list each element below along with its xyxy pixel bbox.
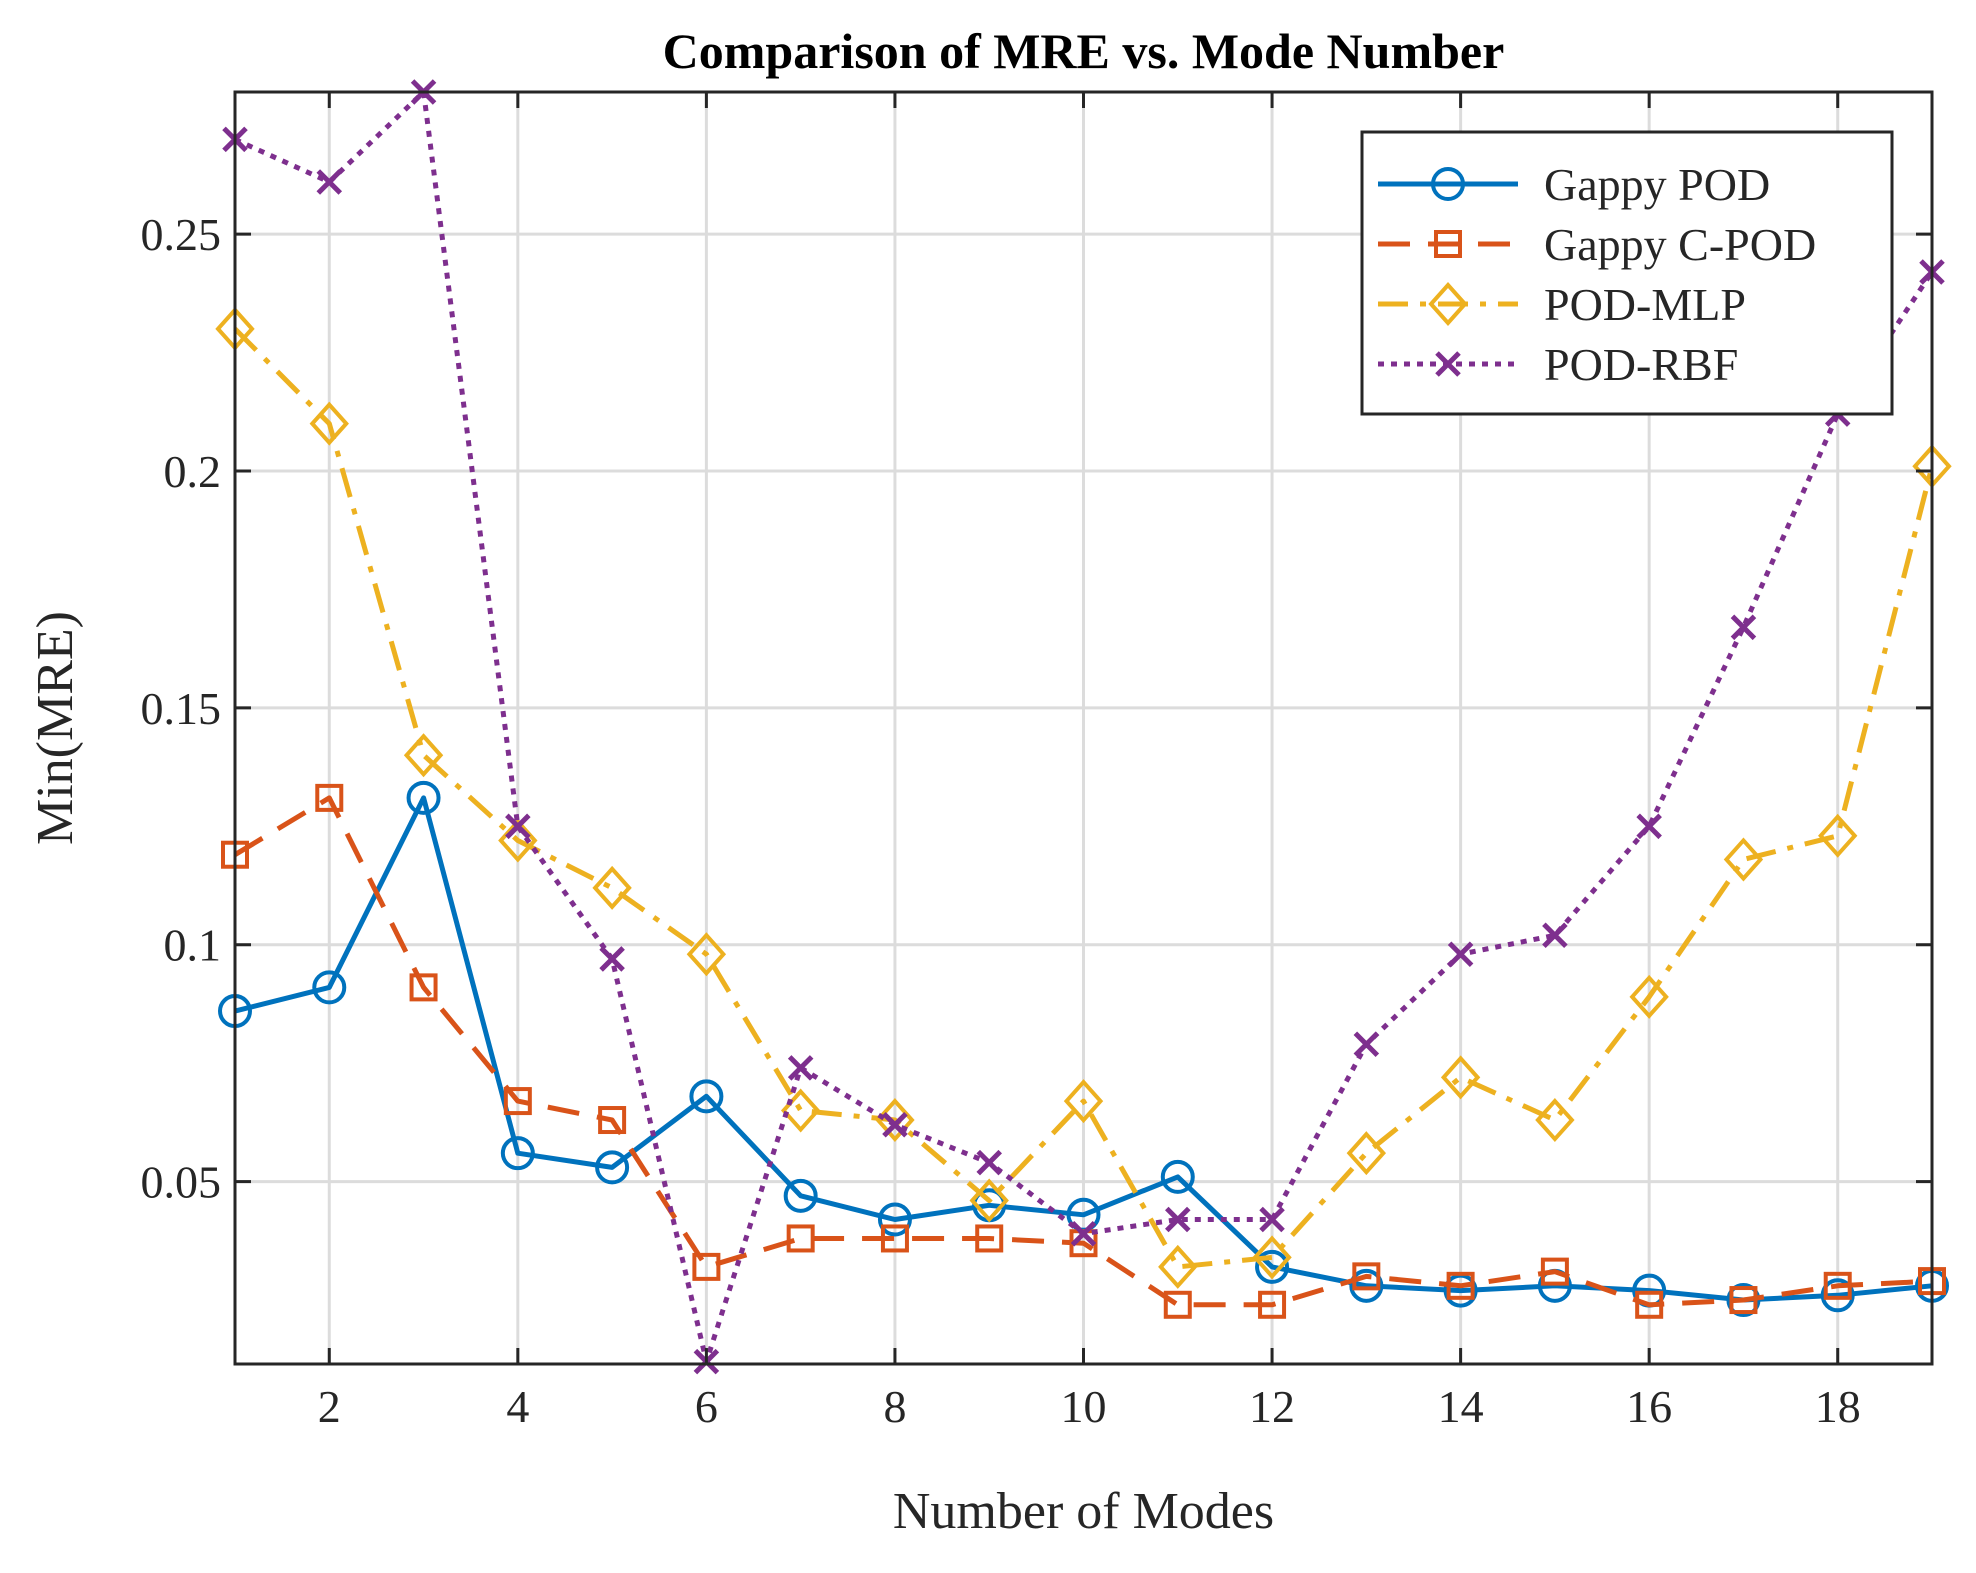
data-point-pod-rbf <box>1259 1206 1285 1233</box>
data-point-gappy-c-pod <box>692 1252 721 1281</box>
legend-item-gappy-c-pod: Gappy C-POD <box>1378 219 1816 270</box>
data-point-pod-mlp <box>1063 1079 1104 1124</box>
data-point-gappy-c-pod <box>786 1224 815 1253</box>
data-point-gappy-c-pod <box>1446 1271 1475 1300</box>
x-tick-label: 16 <box>1626 1381 1672 1432</box>
data-point-gappy-pod <box>689 1079 724 1114</box>
legend-label-pod-rbf: POD-RBF <box>1544 339 1738 390</box>
legend-marker-pod-mlp <box>1428 282 1468 326</box>
y-tick-label: 0.25 <box>141 209 222 260</box>
data-point-gappy-pod <box>1160 1159 1195 1194</box>
x-axis-label: Number of Modes <box>893 1483 1274 1540</box>
data-point-pod-mlp <box>592 865 632 910</box>
data-point-pod-mlp <box>875 1098 915 1143</box>
y-tick-label: 0.1 <box>164 920 222 971</box>
data-point-pod-mlp <box>1818 813 1858 858</box>
data-point-pod-mlp <box>1158 1244 1198 1289</box>
legend: Gappy POD Gappy C-POD POD-MLP POD-RBF <box>1360 130 1894 416</box>
series-line-gappy-c-pod <box>233 795 1933 1308</box>
series-line-pod-mlp <box>233 327 1935 1270</box>
data-point-pod-mlp <box>686 932 727 977</box>
data-point-pod-rbf <box>505 813 531 840</box>
legend-item-pod-mlp: POD-MLP <box>1378 279 1746 330</box>
y-tick-label: 0.2 <box>164 446 222 497</box>
data-point-pod-rbf <box>976 1149 1002 1176</box>
data-point-pod-mlp <box>1346 1131 1387 1176</box>
data-point-pod-rbf <box>1165 1206 1191 1233</box>
data-point-gappy-c-pod <box>503 1087 532 1116</box>
data-point-pod-mlp <box>1252 1235 1292 1280</box>
data-point-gappy-pod <box>783 1178 818 1213</box>
x-tick-label: 18 <box>1815 1381 1861 1432</box>
data-point-gappy-c-pod <box>1352 1262 1381 1291</box>
series-line-gappy-pod <box>234 795 1933 1303</box>
legend-marker-gappy-c-pod <box>1434 230 1462 258</box>
y-axis-label: Min(MRE) <box>27 611 84 845</box>
data-point-pod-rbf <box>1636 813 1662 840</box>
data-point-gappy-c-pod <box>1258 1290 1287 1319</box>
legend-label-pod-mlp: POD-MLP <box>1544 279 1746 330</box>
data-point-pod-rbf <box>1730 614 1757 641</box>
data-point-gappy-pod <box>312 970 347 1005</box>
x-tick-label: 10 <box>1061 1381 1107 1432</box>
data-point-gappy-c-pod <box>975 1224 1004 1253</box>
x-tick-label: 12 <box>1249 1381 1295 1432</box>
series-gappy-c-pod <box>221 783 1946 1319</box>
legend-item-pod-rbf: POD-RBF <box>1378 339 1738 390</box>
data-point-pod-rbf <box>1542 922 1568 949</box>
data-point-gappy-pod <box>500 1136 535 1171</box>
data-point-gappy-pod <box>877 1202 912 1237</box>
data-point-gappy-c-pod <box>880 1224 909 1253</box>
data-point-pod-mlp <box>1535 1098 1575 1143</box>
data-point-gappy-c-pod <box>1163 1290 1192 1319</box>
series-layer <box>215 79 1952 1375</box>
data-point-gappy-c-pod <box>315 783 344 812</box>
data-point-gappy-pod <box>1820 1278 1855 1313</box>
data-point-gappy-c-pod <box>1823 1271 1852 1300</box>
x-tick-label: 8 <box>883 1381 906 1432</box>
data-point-pod-rbf <box>599 946 625 972</box>
data-point-pod-rbf <box>1447 941 1474 967</box>
data-point-gappy-c-pod <box>598 1106 627 1135</box>
legend-marker-gappy-pod <box>1431 167 1465 201</box>
data-point-pod-mlp <box>309 401 349 446</box>
data-point-gappy-pod <box>1349 1268 1384 1303</box>
data-point-pod-rbf <box>1353 1031 1380 1057</box>
x-tick-label: 14 <box>1438 1381 1484 1432</box>
data-point-gappy-pod <box>1255 1249 1290 1284</box>
data-point-gappy-c-pod <box>409 973 438 1002</box>
ticks: 2 4 6 8 10 12 14 16 18 0.05 0.1 0.15 0.2 0.25 <box>141 92 1932 1432</box>
series-gappy-pod <box>218 780 1949 1318</box>
x-tick-label: 2 <box>318 1381 341 1432</box>
data-point-pod-mlp <box>1723 837 1764 882</box>
legend-label-gappy-c-pod: Gappy C-POD <box>1544 219 1816 270</box>
x-tick-label: 6 <box>695 1381 718 1432</box>
data-point-gappy-c-pod <box>1729 1286 1758 1315</box>
data-point-pod-mlp <box>1629 974 1669 1019</box>
data-point-pod-rbf <box>882 1111 908 1138</box>
data-point-pod-rbf <box>787 1055 814 1081</box>
data-point-gappy-pod <box>595 1150 630 1185</box>
data-point-pod-rbf <box>1070 1220 1097 1247</box>
data-point-pod-mlp <box>1440 1055 1481 1100</box>
chart-title: Comparison of MRE vs. Mode Number <box>663 23 1505 79</box>
data-point-pod-mlp <box>403 733 444 778</box>
data-point-gappy-c-pod <box>1635 1290 1664 1319</box>
x-tick-label: 4 <box>506 1381 529 1432</box>
data-point-pod-mlp <box>969 1178 1009 1223</box>
legend-label-gappy-pod: Gappy POD <box>1544 159 1770 210</box>
legend-marker-pod-rbf <box>1435 351 1461 377</box>
legend-item-gappy-pod: Gappy POD <box>1378 159 1770 210</box>
y-tick-label: 0.15 <box>141 683 222 734</box>
y-tick-label: 0.05 <box>141 1157 222 1208</box>
data-point-pod-rbf <box>316 169 343 195</box>
data-point-gappy-c-pod <box>1540 1257 1569 1286</box>
data-point-gappy-pod <box>406 780 441 815</box>
